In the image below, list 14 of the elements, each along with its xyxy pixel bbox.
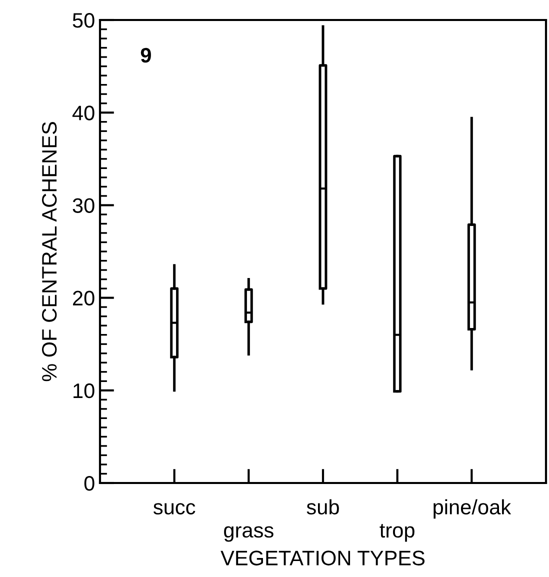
y-tick-label: 40	[72, 106, 94, 120]
y-axis-title: % OF CENTRAL ACHENES	[42, 122, 57, 382]
annotation: 9	[140, 48, 151, 63]
y-tick-label: 50	[72, 13, 94, 28]
x-tick-label: trop	[380, 524, 414, 542]
y-tick-label: 10	[74, 383, 94, 398]
x-axis-title: VEGETATION TYPES	[220, 550, 425, 566]
x-tick-label: succ	[153, 503, 196, 515]
x-tick-label: pine/oak	[434, 499, 512, 519]
y-tick-label: 0	[84, 476, 94, 491]
x-tick-label: sub	[306, 499, 339, 515]
x-tick-label: grass	[224, 526, 274, 542]
y-tick-label: 20	[73, 290, 94, 306]
y-tick-label: 30	[72, 198, 94, 213]
